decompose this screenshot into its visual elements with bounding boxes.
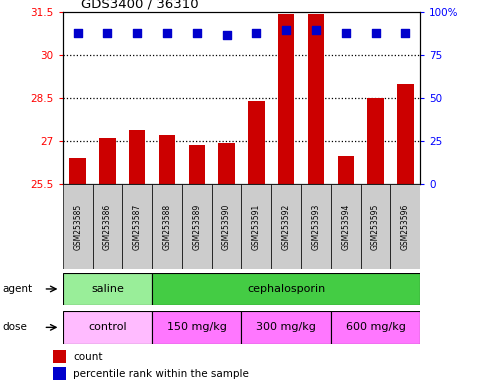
- Bar: [152, 184, 182, 269]
- Text: dose: dose: [2, 322, 28, 333]
- Point: [74, 30, 82, 36]
- Bar: [331, 311, 420, 344]
- Bar: [99, 138, 115, 184]
- Bar: [152, 273, 420, 305]
- Bar: [331, 184, 361, 269]
- Bar: [242, 184, 271, 269]
- Point: [372, 30, 380, 36]
- Bar: [212, 184, 242, 269]
- Bar: [93, 184, 122, 269]
- Text: GDS3400 / 36310: GDS3400 / 36310: [81, 0, 199, 10]
- Bar: [189, 146, 205, 184]
- Text: GSM253588: GSM253588: [163, 204, 171, 250]
- Text: GSM253593: GSM253593: [312, 204, 320, 250]
- Text: GSM253590: GSM253590: [222, 204, 231, 250]
- Bar: [159, 136, 175, 184]
- Text: GSM253591: GSM253591: [252, 204, 261, 250]
- Bar: [122, 184, 152, 269]
- Text: percentile rank within the sample: percentile rank within the sample: [73, 369, 249, 379]
- Text: 600 mg/kg: 600 mg/kg: [346, 322, 405, 333]
- Text: GSM253589: GSM253589: [192, 204, 201, 250]
- Text: GSM253596: GSM253596: [401, 204, 410, 250]
- Point: [104, 30, 112, 36]
- Text: GSM253595: GSM253595: [371, 204, 380, 250]
- Bar: [63, 184, 93, 269]
- Bar: [182, 184, 212, 269]
- Text: 300 mg/kg: 300 mg/kg: [256, 322, 316, 333]
- Point: [133, 30, 141, 36]
- Bar: [361, 184, 390, 269]
- Text: GSM253594: GSM253594: [341, 204, 350, 250]
- Text: GSM253592: GSM253592: [282, 204, 291, 250]
- Point: [401, 30, 409, 36]
- Text: saline: saline: [91, 284, 124, 294]
- Bar: [301, 184, 331, 269]
- Bar: [129, 130, 145, 184]
- Bar: [308, 15, 324, 184]
- Point: [253, 30, 260, 36]
- Text: GSM253586: GSM253586: [103, 204, 112, 250]
- Bar: [63, 273, 152, 305]
- Bar: [271, 184, 301, 269]
- Bar: [63, 311, 152, 344]
- Text: cephalosporin: cephalosporin: [247, 284, 326, 294]
- Text: control: control: [88, 322, 127, 333]
- Point: [342, 30, 350, 36]
- Bar: [390, 184, 420, 269]
- Point: [312, 27, 320, 33]
- Bar: [70, 159, 86, 184]
- Bar: [218, 142, 235, 184]
- Point: [163, 30, 171, 36]
- Text: agent: agent: [2, 284, 32, 294]
- Point: [223, 31, 230, 38]
- Bar: [397, 84, 413, 184]
- Bar: [248, 101, 265, 184]
- Point: [282, 27, 290, 33]
- Bar: [338, 156, 354, 184]
- Bar: [368, 98, 384, 184]
- Bar: [278, 15, 294, 184]
- Bar: [242, 311, 331, 344]
- Text: GSM253585: GSM253585: [73, 204, 82, 250]
- Bar: [152, 311, 242, 344]
- Bar: [53, 350, 66, 363]
- Text: count: count: [73, 351, 103, 361]
- Text: GSM253587: GSM253587: [133, 204, 142, 250]
- Bar: [53, 367, 66, 380]
- Text: 150 mg/kg: 150 mg/kg: [167, 322, 227, 333]
- Point: [193, 30, 201, 36]
